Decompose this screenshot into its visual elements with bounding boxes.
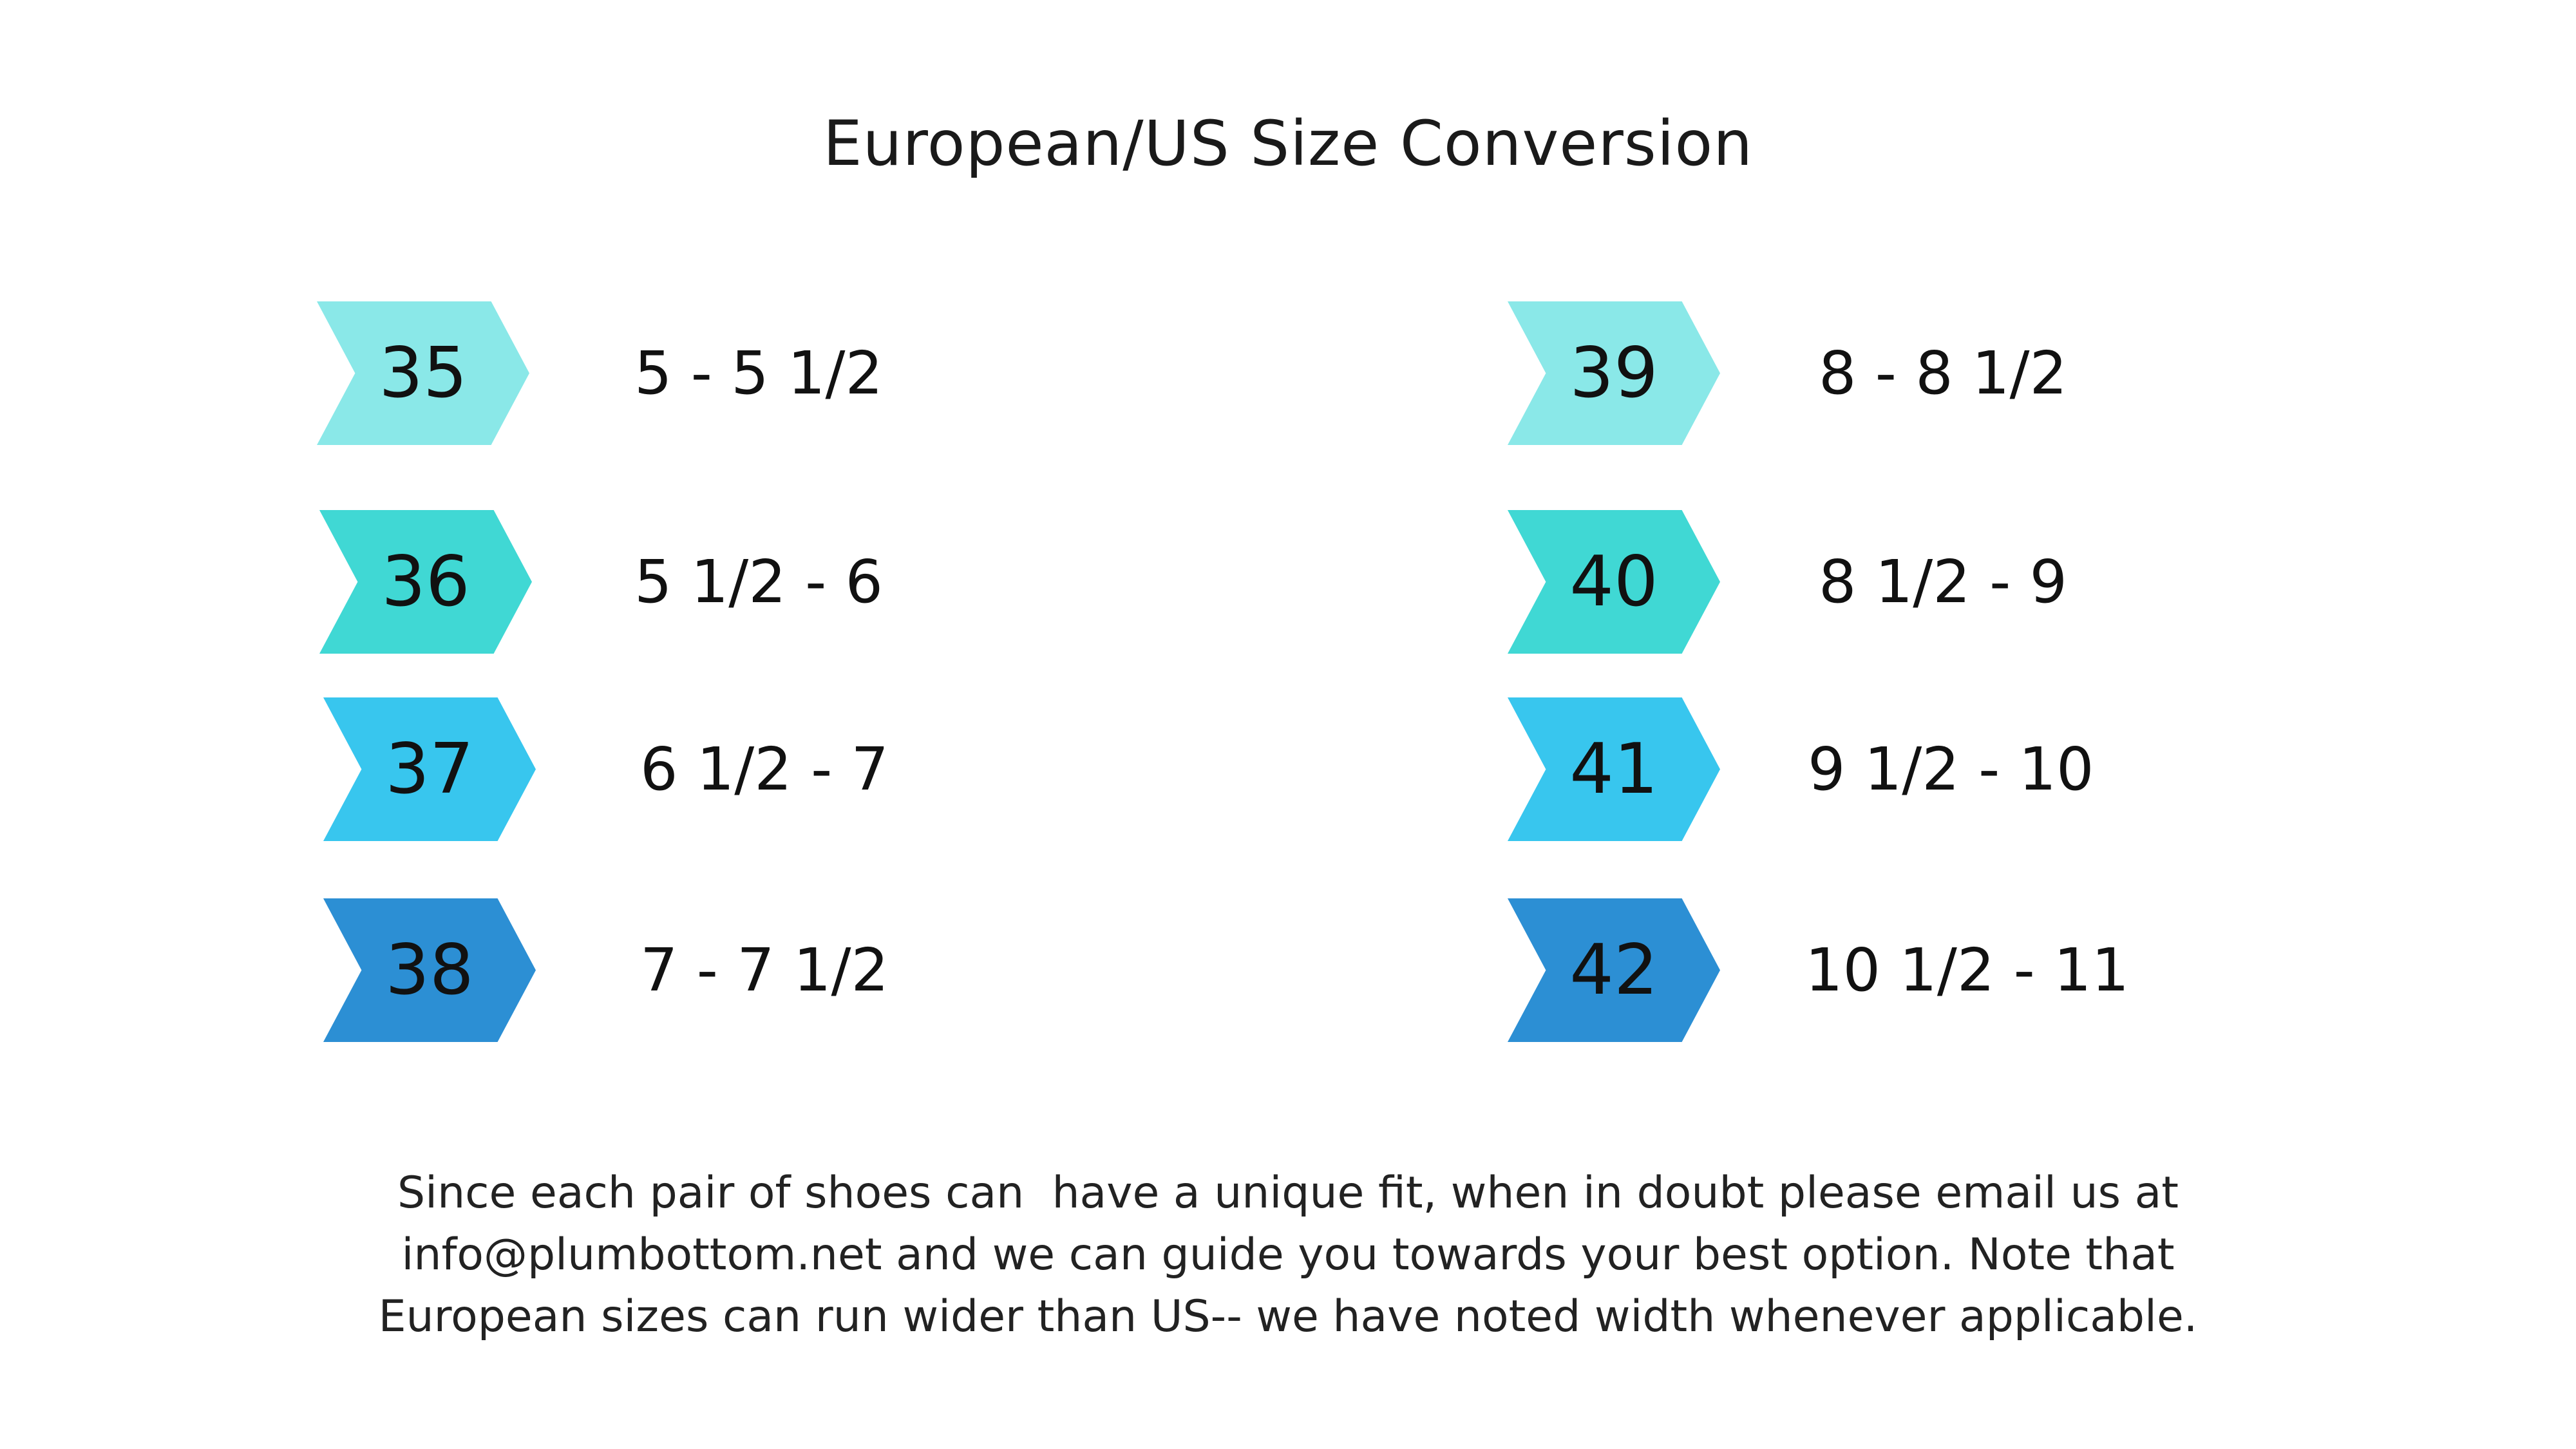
us-size-label: 7 - 7 1/2 [640, 936, 889, 1005]
us-size-label: 9 1/2 - 10 [1808, 735, 2094, 804]
us-size-label: 10 1/2 - 11 [1805, 936, 2130, 1005]
us-size-label: 8 1/2 - 9 [1819, 547, 2068, 616]
fit-note: Since each pair of shoes can have a uniq… [193, 1162, 2383, 1348]
eu-size-label: 38 [385, 930, 474, 1010]
page-title: European/US Size Conversion [822, 108, 1754, 180]
eu-size-label: 35 [379, 333, 468, 413]
us-size-label: 8 - 8 1/2 [1819, 339, 2068, 408]
eu-size-label: 36 [381, 542, 470, 622]
fit-note-line: info@plumbottom.net and we can guide you… [401, 1229, 2175, 1280]
us-size-label: 6 1/2 - 7 [640, 735, 889, 804]
eu-size-label: 42 [1569, 930, 1658, 1010]
us-size-label: 5 - 5 1/2 [634, 339, 884, 408]
fit-note-line: Since each pair of shoes can have a uniq… [397, 1168, 2179, 1218]
eu-size-label: 39 [1569, 333, 1658, 413]
eu-size-label: 37 [385, 729, 474, 810]
us-size-label: 5 1/2 - 6 [634, 547, 884, 616]
fit-note-line: European sizes can run wider than US-- w… [378, 1291, 2198, 1342]
eu-size-label: 40 [1569, 542, 1658, 622]
eu-size-label: 41 [1569, 729, 1658, 810]
